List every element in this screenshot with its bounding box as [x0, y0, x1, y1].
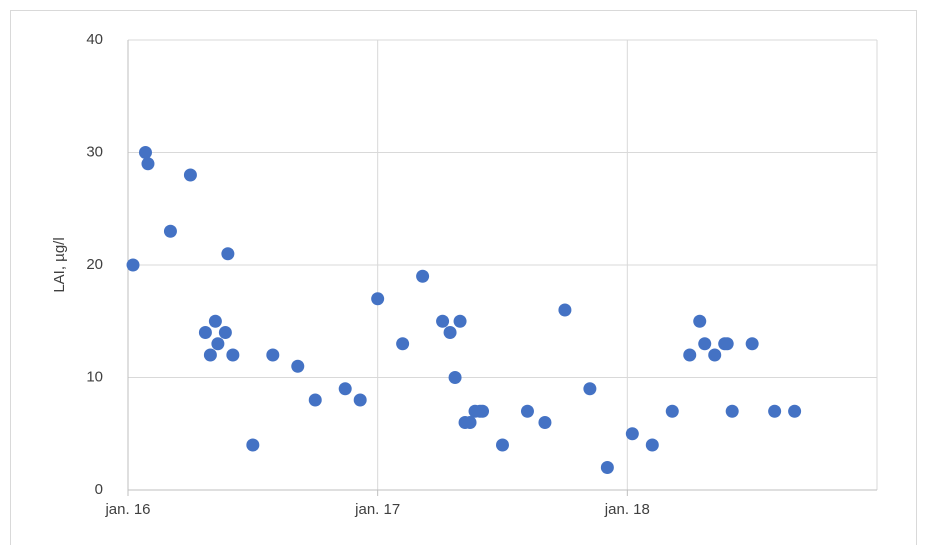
x-tick-label: jan. 17 [354, 501, 400, 518]
point [198, 326, 212, 339]
point [203, 348, 217, 362]
point [708, 348, 722, 362]
y-tick-label: 10 [86, 368, 103, 385]
point [266, 348, 280, 362]
point [221, 247, 235, 261]
point [308, 393, 322, 407]
point [665, 404, 679, 418]
point [246, 438, 260, 452]
point [138, 146, 152, 159]
point [558, 303, 572, 317]
y-tick-label: 20 [86, 256, 103, 273]
chart-frame [10, 10, 917, 545]
point [520, 404, 534, 418]
point [720, 337, 734, 351]
point [163, 224, 177, 238]
point [208, 314, 222, 328]
point [463, 416, 477, 429]
y-tick-label: 40 [86, 31, 103, 48]
point [683, 348, 697, 362]
point [788, 404, 802, 418]
point [768, 404, 782, 418]
point [141, 157, 155, 171]
point [371, 292, 385, 306]
point [600, 461, 614, 474]
point [625, 427, 639, 441]
point [443, 326, 457, 339]
point [725, 404, 739, 418]
point [291, 359, 305, 373]
point [583, 382, 597, 396]
point [416, 269, 430, 283]
y-tick-label: 0 [95, 481, 103, 498]
y-tick-label: 30 [86, 143, 103, 160]
point [436, 314, 450, 328]
point [338, 382, 352, 396]
point [218, 326, 232, 339]
point [745, 337, 759, 351]
point [353, 393, 367, 407]
point [211, 337, 225, 351]
point [698, 337, 712, 351]
x-tick-label: jan. 16 [104, 501, 150, 518]
x-tick-label: jan. 18 [604, 501, 650, 518]
point [448, 371, 462, 384]
point [226, 348, 240, 362]
point [693, 314, 707, 328]
point [496, 438, 509, 452]
point [396, 337, 410, 351]
y-axis-label: LAI, µg/l [51, 237, 68, 292]
point [476, 404, 490, 418]
point [126, 258, 140, 272]
point [538, 416, 552, 429]
point [453, 314, 467, 328]
point [645, 438, 659, 452]
point [183, 168, 197, 182]
